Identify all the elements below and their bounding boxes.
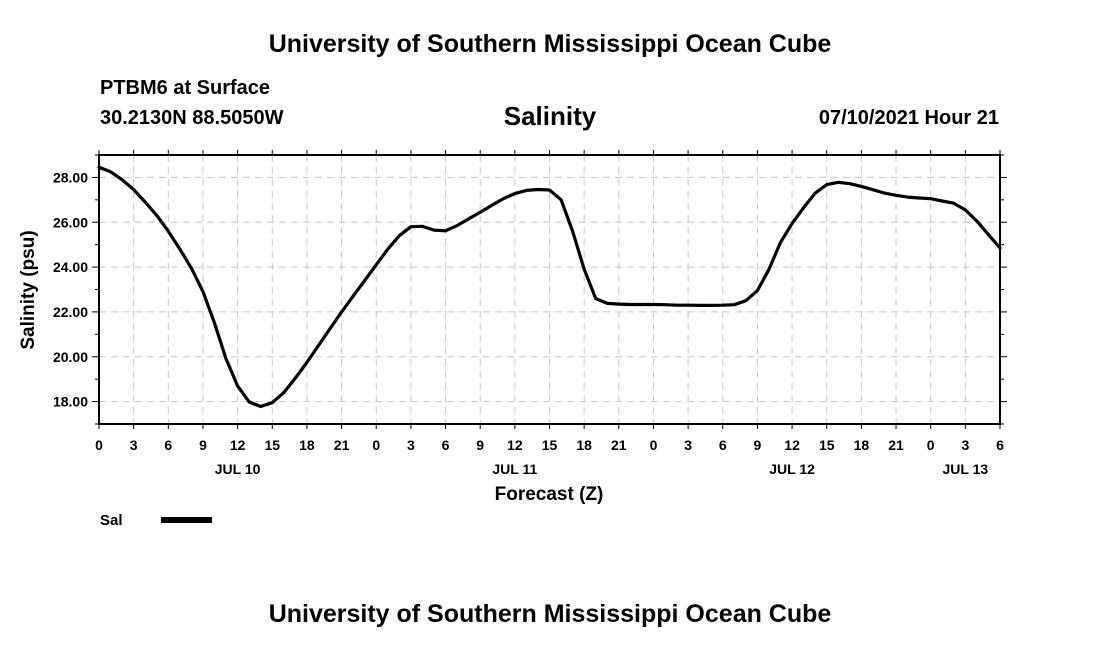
x-tick-label: 18 [854, 437, 870, 453]
x-tick-label: 6 [719, 437, 727, 453]
y-tick-label: 26.00 [53, 214, 88, 230]
date-label: JUL 13 [943, 461, 989, 477]
coordinates-label: 30.2130N 88.5050W [100, 107, 284, 129]
x-tick-label: 15 [264, 437, 280, 453]
x-tick-label: 21 [334, 437, 350, 453]
date-label: JUL 11 [492, 461, 537, 477]
x-tick-label: 21 [888, 437, 904, 453]
x-tick-label: 0 [95, 437, 103, 453]
series-line-sal [97, 165, 1002, 409]
y-tick-label: 20.00 [53, 349, 88, 365]
x-tick-label: 9 [476, 437, 484, 453]
x-tick-label: 0 [650, 437, 658, 453]
x-tick-label: 6 [442, 437, 450, 453]
x-tick-label: 12 [230, 437, 246, 453]
x-tick-label: 0 [927, 437, 935, 453]
x-tick-label: 12 [507, 437, 523, 453]
x-tick-label: 0 [372, 437, 380, 453]
y-axis-title: Salinity (psu) [18, 230, 39, 349]
x-tick-label: 3 [407, 437, 415, 453]
y-tick-label: 28.00 [53, 169, 88, 185]
x-tick-label: 9 [754, 437, 762, 453]
axis-ticks: 0 3 6 9 12 15 18 21 0 3 6 9 12 15 18 21 0 3 6 9 12 15 18 21 0 3 6J… [53, 150, 1007, 477]
chart-title: Salinity [503, 101, 597, 131]
grid [99, 155, 1000, 424]
x-tick-label: 21 [611, 437, 627, 453]
date-label: JUL 12 [769, 461, 815, 477]
x-tick-label: 12 [784, 437, 800, 453]
date-label: JUL 10 [215, 461, 261, 477]
x-tick-label: 6 [996, 437, 1004, 453]
x-tick-label: 3 [961, 437, 969, 453]
station-label: PTBM6 at Surface [100, 77, 271, 99]
footer-title: University of Southern Mississippi Ocean… [268, 600, 832, 628]
x-axis-title: Forecast (Z) [495, 484, 604, 505]
x-tick-label: 3 [684, 437, 692, 453]
x-tick-label: 6 [164, 437, 172, 453]
header-title: University of Southern Mississippi Ocean… [268, 30, 832, 58]
x-tick-label: 18 [576, 437, 592, 453]
y-tick-label: 22.00 [53, 304, 88, 320]
y-tick-label: 24.00 [53, 259, 88, 275]
x-tick-label: 18 [299, 437, 315, 453]
x-tick-label: 15 [819, 437, 835, 453]
legend-label: Sal [100, 512, 123, 529]
series-layer [97, 165, 1002, 409]
y-tick-label: 18.00 [53, 394, 88, 410]
legend: Sal [100, 512, 212, 529]
x-tick-label: 3 [130, 437, 138, 453]
x-tick-label: 15 [542, 437, 558, 453]
x-tick-label: 9 [199, 437, 207, 453]
datetime-label: 07/10/2021 Hour 21 [818, 107, 999, 129]
